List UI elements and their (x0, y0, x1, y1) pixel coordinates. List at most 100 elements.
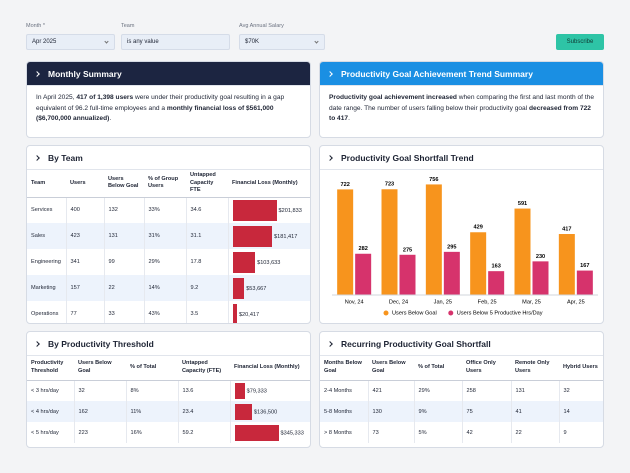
loss-label: $79,333 (246, 388, 267, 395)
column-header: Users Below Goal (104, 170, 144, 198)
header-row: Team Users Users Below Goal% of Group User… (27, 170, 310, 198)
data-table: Team Users Users Below Goal% of Group User… (27, 170, 310, 323)
table-cell: 33 (104, 301, 145, 323)
cell-text: 423 (70, 233, 80, 239)
table-cell: $345,333 (230, 422, 310, 443)
cell-text: 31.1 (190, 233, 202, 239)
bar (470, 232, 487, 295)
table-cell: $79,333 (230, 380, 310, 401)
x-tick-label: Apr, 25 (567, 299, 585, 305)
filter-value: Apr 2025 (32, 39, 57, 45)
table-cell: $136,500 (230, 401, 310, 422)
cell-text: 42 (466, 429, 473, 436)
monthly-summary-card: Monthly Summary In April 2025, 417 of 1,… (26, 61, 311, 138)
subscribe-button[interactable]: Subscribe (556, 34, 604, 50)
bar (381, 189, 398, 295)
cell-text: < 4 hrs/day (31, 408, 59, 415)
column-header: Users Below Goal (74, 356, 126, 381)
cell-text: 162 (78, 408, 88, 415)
filter-salary[interactable]: $70K (239, 34, 325, 50)
summary-segment: In April 2025, (36, 94, 77, 101)
table-cell: 22 (104, 275, 145, 301)
summary-segment: . (348, 115, 350, 122)
column-header: Users Below Goal (368, 356, 414, 381)
table-cell: 2-4 Months (320, 380, 369, 401)
bar (425, 184, 442, 295)
table-cell: 423 (66, 223, 105, 249)
cell-text: < 5 hrs/day (31, 429, 59, 436)
table-cell: 131 (511, 380, 560, 401)
table-cell: 3.5 (186, 301, 229, 323)
cell-text: 99 (108, 259, 115, 265)
cell-text: 5% (418, 429, 427, 436)
table-row: < 3 hrs/day 32 8% 13.6 $79,333 (27, 380, 310, 401)
summary-segment: decreased from 722 to 417 (329, 104, 591, 123)
summary-text: Productivity goal achievement increased … (320, 86, 603, 132)
table-cell: 31% (144, 223, 187, 249)
data-label: 722 (340, 182, 349, 188)
table-cell: 32 (74, 380, 127, 401)
cell-text: 13.6 (182, 387, 194, 394)
loss-bar (232, 277, 245, 299)
table-cell: 130 (368, 401, 415, 422)
cell-text: 9 (563, 429, 567, 436)
data-label: 756 (429, 177, 438, 183)
filter-team[interactable]: is any value (121, 34, 230, 50)
table-row: Marketing 157 22 14% 9.2 $53,667 (27, 275, 310, 301)
cell-text: 41 (515, 408, 522, 415)
cell-text: 34.6 (190, 207, 202, 214)
table-cell: 11% (126, 401, 179, 422)
loss-bar (234, 403, 252, 420)
cell-text: 33% (148, 207, 160, 214)
cell-text: Sales (31, 233, 45, 239)
bar (532, 261, 549, 295)
cell-text: 5-8 Months (324, 408, 352, 415)
table-cell: 22 (511, 422, 560, 443)
loss-bar (234, 424, 279, 441)
x-tick-label: Mar, 25 (522, 299, 541, 305)
cell-text: Operations (31, 311, 59, 317)
column-header: Untapped Capacity (FTE) (178, 356, 230, 381)
table-row: Sales 423 131 31% 31.1 $181,417 (27, 223, 310, 249)
chevron-icon (34, 70, 40, 77)
cell-text: 16% (130, 429, 142, 436)
table-cell: 258 (462, 380, 512, 401)
cell-text: < 3 hrs/day (31, 387, 59, 394)
table-cell: $201,833 (228, 197, 310, 223)
table-cell: 43% (144, 301, 187, 323)
table-cell: < 3 hrs/day (27, 380, 75, 401)
table-wrap: Team Users Users Below Goal% of Group User… (27, 170, 310, 323)
summary-segment: monthly financial loss of $561,000 ($6,7… (36, 104, 274, 123)
cell-text: 17.8 (190, 259, 202, 265)
table-row: < 5 hrs/day 223 16% 59.2 $345,333 (27, 422, 310, 443)
loss-bar (232, 199, 277, 221)
cell-text: 3.5 (190, 311, 199, 317)
cell-text: Services (31, 207, 53, 214)
cell-text: 2-4 Months (324, 387, 352, 394)
loss-label: $20,417 (238, 311, 260, 318)
table-row: Services 400 132 33% 34.6 $201,833 (27, 197, 310, 223)
table-cell: 31.1 (186, 223, 229, 249)
chevron-icon (327, 70, 333, 77)
table-cell: 400 (66, 197, 105, 223)
table-cell: $53,667 (228, 275, 310, 301)
loss-bar (232, 303, 237, 323)
table-cell: 132 (104, 197, 145, 223)
card-header: By Team (27, 146, 310, 170)
column-header: Hybrid Users (559, 356, 603, 381)
chevron-icon (327, 154, 333, 161)
table-cell: Sales (27, 223, 67, 249)
column-header: Financial Loss (Monthly) (230, 356, 310, 381)
cell-text: 9.2 (190, 285, 199, 291)
cell-text: 223 (78, 429, 88, 436)
chart: Nov, 24 722 282 Dec, 24 723 275 Jan, 25 756 295 F… (332, 177, 598, 316)
table-cell: 59.2 (178, 422, 231, 443)
filter-month[interactable]: Apr 2025 (26, 34, 115, 50)
card-header: Monthly Summary (27, 62, 310, 86)
loss-bar (232, 251, 256, 273)
summary-segment: 417 of 1,398 users (76, 94, 134, 101)
table-cell: 75 (462, 401, 512, 422)
cell-text: Engineering (31, 259, 61, 265)
x-tick-label: Nov, 24 (345, 299, 364, 305)
cell-text: 77 (70, 311, 77, 317)
